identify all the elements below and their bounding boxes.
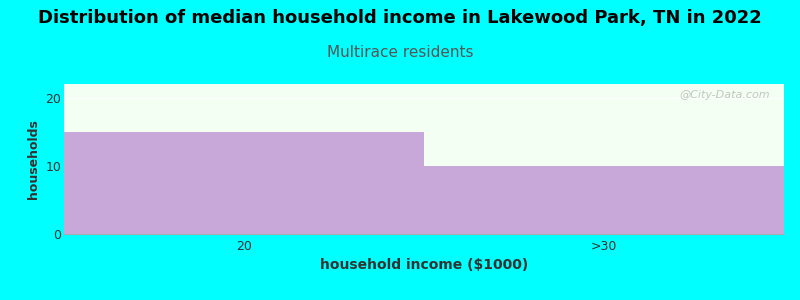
- Text: @City-Data.com: @City-Data.com: [679, 90, 770, 100]
- Text: Distribution of median household income in Lakewood Park, TN in 2022: Distribution of median household income …: [38, 9, 762, 27]
- Bar: [64, 132, 424, 234]
- Y-axis label: households: households: [26, 119, 40, 199]
- Bar: [424, 166, 784, 234]
- Text: Multirace residents: Multirace residents: [326, 45, 474, 60]
- X-axis label: household income ($1000): household income ($1000): [320, 258, 528, 272]
